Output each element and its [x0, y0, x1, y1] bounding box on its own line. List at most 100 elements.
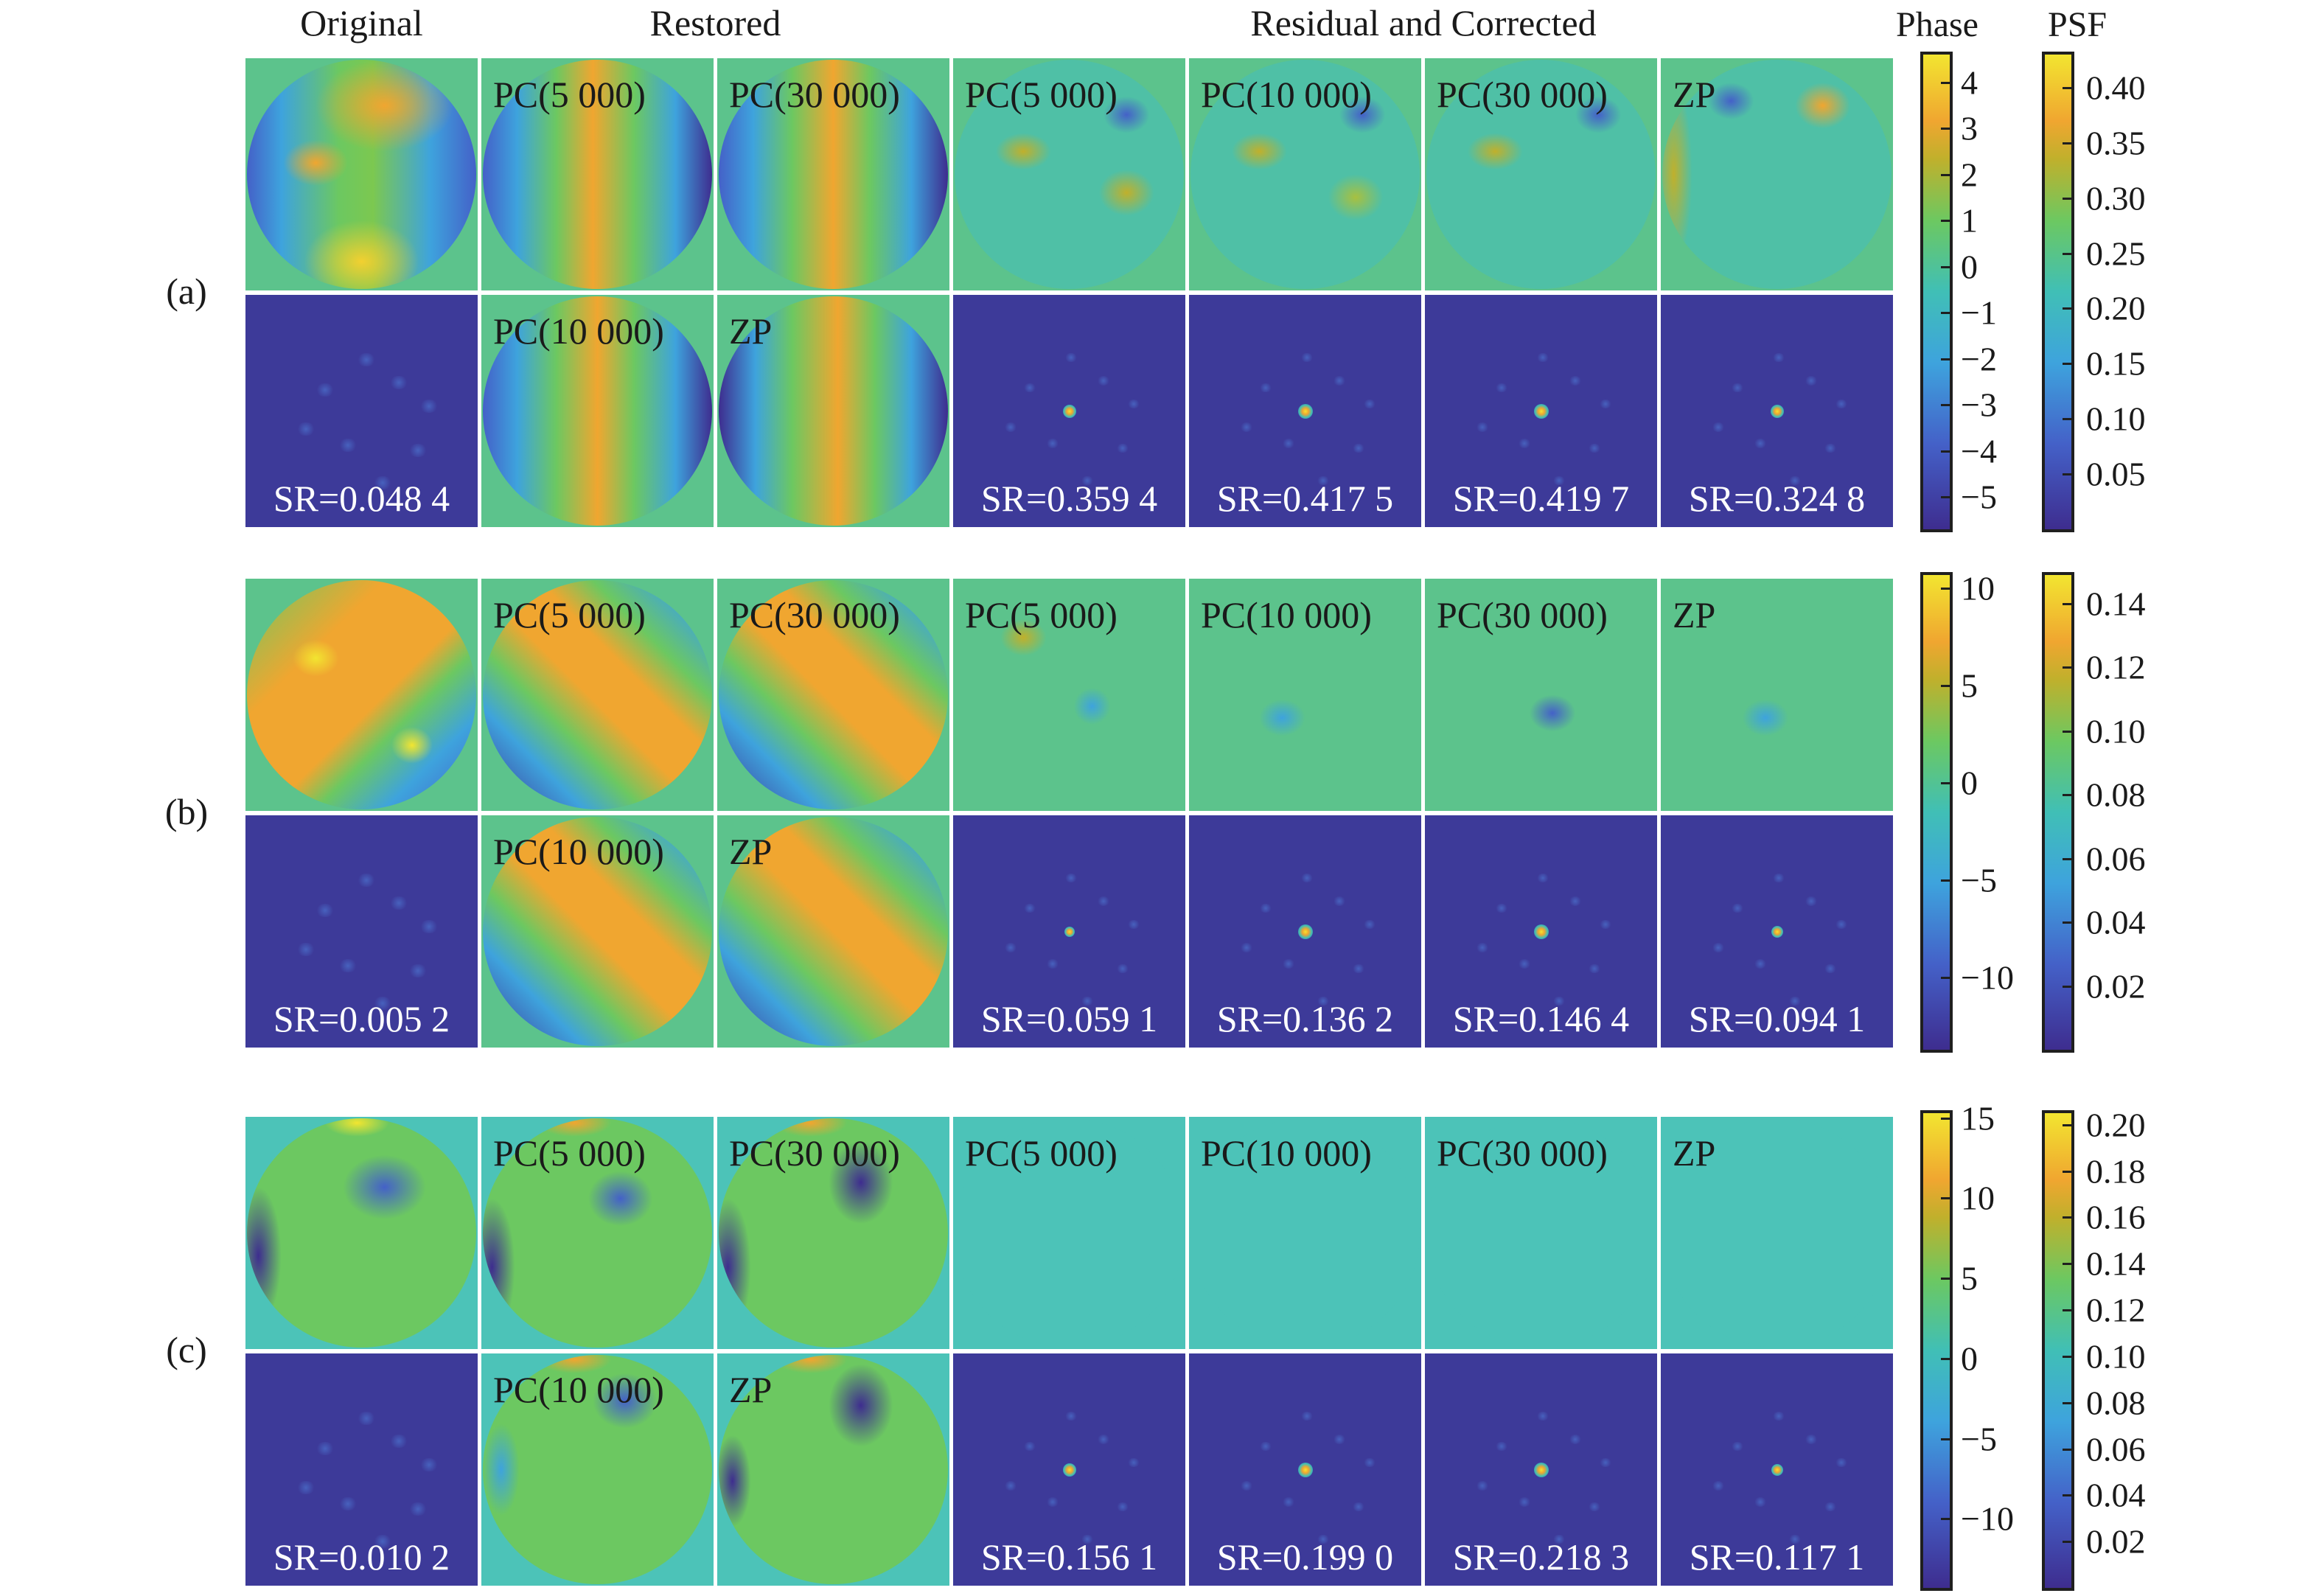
- psf-speckle: [1536, 352, 1550, 363]
- colorbar-tick-label: 0.08: [2086, 1384, 2146, 1422]
- psf-speckle: [338, 1497, 358, 1511]
- colorbar-tick-label: −10: [1961, 958, 2014, 997]
- psf-speckle: [1333, 896, 1347, 906]
- colorbar-tick: [1941, 450, 1950, 453]
- header-original: Original: [300, 2, 423, 43]
- psf-speckle: [1754, 959, 1767, 969]
- method-label: PC(30 000): [1437, 594, 1608, 635]
- colorbar-tick: [2063, 252, 2071, 255]
- psf-speckle: [1552, 1534, 1566, 1544]
- colorbar-tick-label: 0.12: [2086, 648, 2146, 686]
- colorbar-tick: [1941, 81, 1950, 84]
- psf-speckle: [338, 439, 358, 453]
- psf-speckle: [1240, 943, 1254, 952]
- colorbar-tick-label: 0.06: [2086, 840, 2146, 878]
- phase-pupil: [1426, 1118, 1656, 1348]
- colorbar-tick-label: −5: [1961, 861, 1997, 899]
- colorbar-tick: [2063, 857, 2071, 860]
- colorbar-tick: [2063, 1309, 2071, 1312]
- method-label: PC(5 000): [493, 74, 646, 115]
- colorbar-tick-label: 0.10: [2086, 1337, 2146, 1376]
- psf-speckle: [1518, 439, 1531, 448]
- strehl-ratio: SR=0.059 1: [980, 998, 1158, 1039]
- strehl-ratio: SR=0.359 4: [980, 478, 1158, 519]
- psf-speckle: [1569, 1435, 1583, 1444]
- psf-panel: SR=0.136 2: [1189, 815, 1421, 1048]
- method-label: ZP: [729, 310, 773, 352]
- psf-speckle: [1282, 439, 1295, 448]
- colorbar-tick-label: 0.08: [2086, 776, 2146, 814]
- phase-pupil: [719, 60, 948, 289]
- phase-panel: PC(5 000): [481, 579, 714, 811]
- strehl-ratio: SR=0.005 2: [273, 998, 450, 1039]
- colorbar-tick: [2063, 1123, 2071, 1126]
- colorbar-tick-label: 5: [1961, 666, 1978, 705]
- psf-speckle: [1569, 896, 1583, 906]
- psf-speckle: [1115, 1502, 1129, 1512]
- psf-panel: SR=0.156 1: [953, 1353, 1185, 1586]
- psf-speckle: [1552, 475, 1566, 486]
- strehl-ratio: SR=0.117 1: [1689, 1536, 1865, 1578]
- psf-speckle: [1363, 399, 1377, 409]
- colorbar-tick: [2063, 86, 2071, 89]
- psf-speckle: [296, 1481, 316, 1495]
- colorbar-tick-label: −1: [1961, 293, 1997, 332]
- psf-speckle: [1823, 443, 1837, 453]
- phase-colorbar: [1920, 1110, 1953, 1591]
- phase-panel: PC(10 000): [1189, 58, 1421, 290]
- phase-panel: PC(5 000): [953, 58, 1185, 290]
- psf-peak: [1533, 403, 1549, 419]
- psf-speckle: [408, 443, 428, 457]
- method-label: ZP: [729, 1369, 773, 1410]
- psf-peak: [1062, 404, 1076, 418]
- psf-speckle: [1046, 959, 1059, 969]
- psf-speckle: [1587, 1502, 1601, 1512]
- colorbar-tick-label: 0.35: [2086, 124, 2146, 162]
- strehl-ratio: SR=0.417 5: [1216, 478, 1394, 519]
- psf-peak: [1062, 1463, 1076, 1477]
- psf-speckle: [1805, 376, 1819, 386]
- colorbar-tick-label: 2: [1961, 156, 1978, 194]
- phase-pupil: [1662, 580, 1892, 809]
- psf-speckle: [408, 963, 428, 978]
- psf-speckle: [1081, 1534, 1095, 1544]
- psf-panel: SR=0.324 8: [1661, 295, 1893, 527]
- psf-peak: [1771, 925, 1783, 938]
- psf-speckle: [1363, 1457, 1377, 1468]
- psf-speckle: [1823, 963, 1837, 974]
- phase-pupil: [247, 60, 476, 289]
- colorbar-tick: [1941, 588, 1950, 590]
- phase-pupil: [955, 60, 1184, 289]
- strehl-ratio: SR=0.048 4: [273, 478, 450, 519]
- psf-speckle: [419, 919, 439, 933]
- psf-peak: [1533, 924, 1549, 939]
- method-label: PC(30 000): [1437, 1132, 1608, 1174]
- psf-speckle: [1569, 376, 1583, 386]
- psf-peak: [1297, 403, 1313, 419]
- colorbar-tick: [2063, 794, 2071, 797]
- strehl-ratio: SR=0.324 8: [1688, 478, 1866, 519]
- colorbar-tick-label: 0.20: [2086, 289, 2146, 327]
- colorbar-tick-label: 0.40: [2086, 69, 2146, 107]
- psf-speckle: [1476, 943, 1490, 952]
- psf-speckle: [1240, 1481, 1254, 1491]
- psf-speckle: [1022, 903, 1036, 913]
- psf-speckle: [1282, 959, 1295, 969]
- phase-pupil: [719, 296, 948, 526]
- phase-pupil: [1190, 580, 1420, 809]
- psf-speckle: [1712, 422, 1726, 432]
- colorbar-tick-label: 15: [1961, 1099, 1995, 1137]
- phase-panel: PC(30 000): [1425, 1117, 1657, 1349]
- psf-speckle: [1351, 443, 1365, 453]
- psf-speckle: [1046, 439, 1059, 448]
- colorbar-tick-label: 0: [1961, 1339, 1978, 1378]
- method-label: PC(10 000): [1201, 1132, 1372, 1174]
- restored-phase-panel: PC(10 000): [481, 1353, 714, 1586]
- psf-speckle: [373, 475, 393, 489]
- method-label: PC(30 000): [1437, 74, 1608, 115]
- phase-pupil: [719, 817, 948, 1046]
- method-label: ZP: [729, 831, 773, 872]
- psf-speckle: [1317, 996, 1331, 1006]
- phase-pupil: [247, 580, 476, 809]
- psf-speckle: [1754, 1497, 1767, 1507]
